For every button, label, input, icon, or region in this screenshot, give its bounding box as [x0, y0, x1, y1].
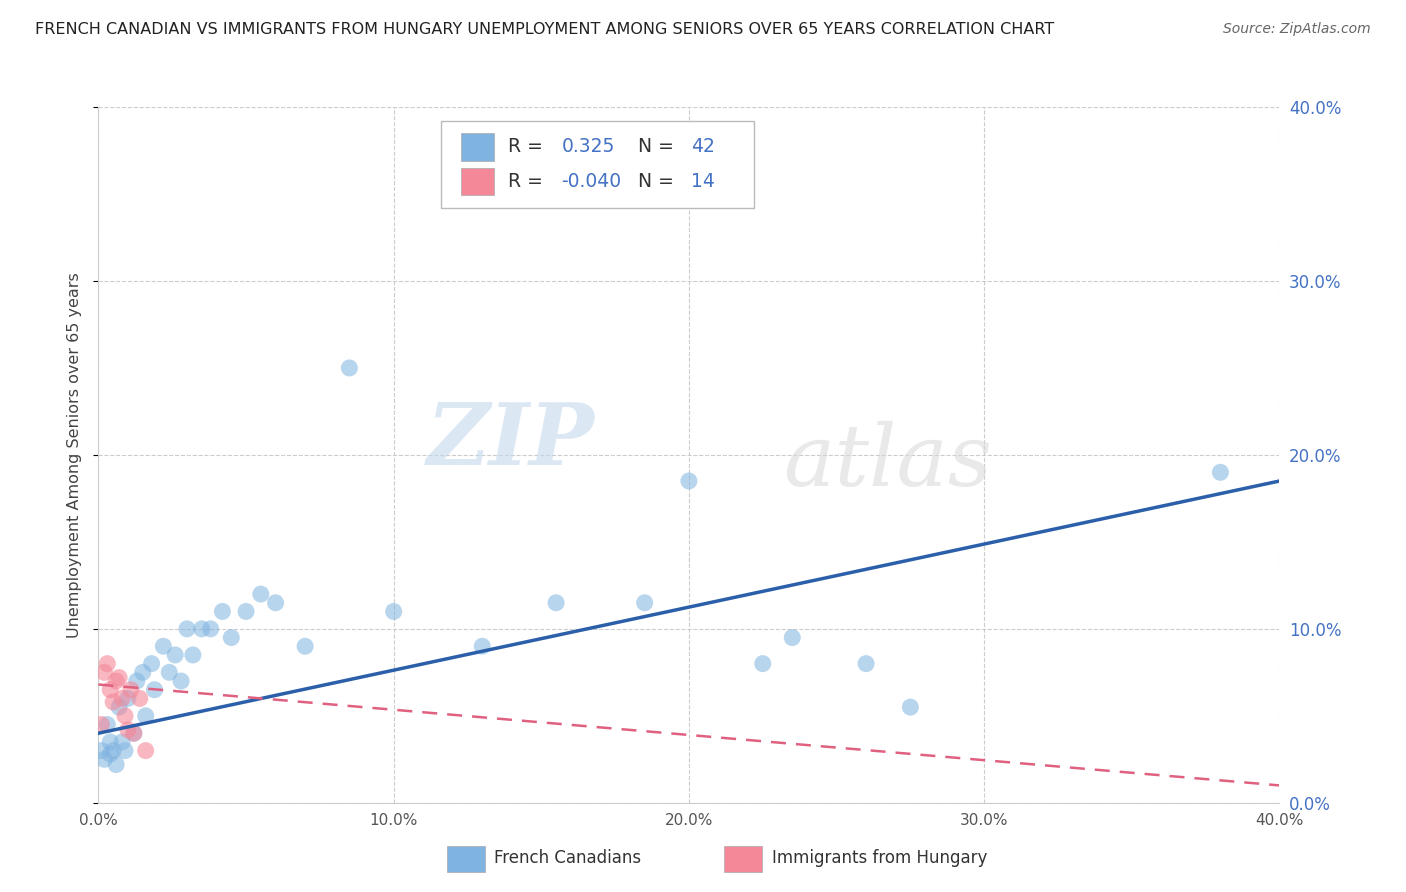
- Text: Source: ZipAtlas.com: Source: ZipAtlas.com: [1223, 22, 1371, 37]
- Point: [117, 723, 139, 737]
- Point: [782, 631, 804, 645]
- FancyBboxPatch shape: [724, 846, 762, 872]
- Point: [120, 682, 142, 697]
- Point: [135, 708, 157, 723]
- Text: FRENCH CANADIAN VS IMMIGRANTS FROM HUNGARY UNEMPLOYMENT AMONG SENIORS OVER 65 YE: FRENCH CANADIAN VS IMMIGRANTS FROM HUNGA…: [35, 22, 1054, 37]
- Text: R =: R =: [508, 172, 543, 191]
- Point: [105, 757, 128, 772]
- Point: [111, 691, 134, 706]
- Point: [294, 639, 316, 653]
- Point: [90, 717, 112, 731]
- Point: [678, 474, 700, 488]
- Point: [103, 695, 125, 709]
- Point: [382, 605, 405, 619]
- Point: [264, 596, 287, 610]
- Point: [93, 665, 115, 680]
- Point: [105, 674, 128, 689]
- Point: [117, 691, 139, 706]
- Point: [900, 700, 922, 714]
- Point: [90, 744, 112, 758]
- Point: [1209, 466, 1232, 480]
- Text: R =: R =: [508, 137, 543, 156]
- Point: [108, 671, 131, 685]
- FancyBboxPatch shape: [461, 133, 494, 161]
- Text: -0.040: -0.040: [561, 172, 621, 191]
- Point: [98, 735, 121, 749]
- Point: [181, 648, 204, 662]
- Point: [111, 735, 134, 749]
- Point: [143, 682, 166, 697]
- Text: atlas: atlas: [783, 420, 993, 503]
- Text: French Canadians: French Canadians: [494, 849, 641, 867]
- Text: ZIP: ZIP: [426, 400, 595, 483]
- Text: N =: N =: [638, 137, 673, 156]
- Point: [125, 674, 148, 689]
- Point: [98, 682, 121, 697]
- Point: [219, 631, 242, 645]
- Point: [235, 605, 257, 619]
- Point: [96, 717, 118, 731]
- Point: [211, 605, 233, 619]
- Point: [751, 657, 773, 671]
- FancyBboxPatch shape: [461, 168, 494, 195]
- Point: [633, 596, 655, 610]
- Y-axis label: Unemployment Among Seniors over 65 years: Unemployment Among Seniors over 65 years: [67, 272, 83, 638]
- Text: Immigrants from Hungary: Immigrants from Hungary: [772, 849, 987, 867]
- Point: [157, 665, 180, 680]
- Point: [339, 360, 360, 375]
- FancyBboxPatch shape: [447, 846, 485, 872]
- Point: [135, 744, 157, 758]
- Point: [96, 657, 118, 671]
- Point: [122, 726, 145, 740]
- Point: [103, 744, 125, 758]
- Point: [93, 752, 115, 766]
- Point: [165, 648, 187, 662]
- Point: [191, 622, 214, 636]
- Text: 0.325: 0.325: [561, 137, 614, 156]
- Point: [108, 700, 131, 714]
- Point: [250, 587, 273, 601]
- Point: [141, 657, 163, 671]
- Point: [855, 657, 877, 671]
- Text: N =: N =: [638, 172, 673, 191]
- Point: [128, 691, 150, 706]
- Text: 42: 42: [692, 137, 716, 156]
- FancyBboxPatch shape: [441, 121, 754, 208]
- Text: 14: 14: [692, 172, 716, 191]
- Point: [114, 708, 136, 723]
- Point: [114, 744, 136, 758]
- Point: [170, 674, 193, 689]
- Point: [122, 726, 145, 740]
- Point: [546, 596, 568, 610]
- Point: [200, 622, 222, 636]
- Point: [471, 639, 494, 653]
- Point: [152, 639, 174, 653]
- Point: [98, 747, 121, 761]
- Point: [176, 622, 198, 636]
- Point: [132, 665, 155, 680]
